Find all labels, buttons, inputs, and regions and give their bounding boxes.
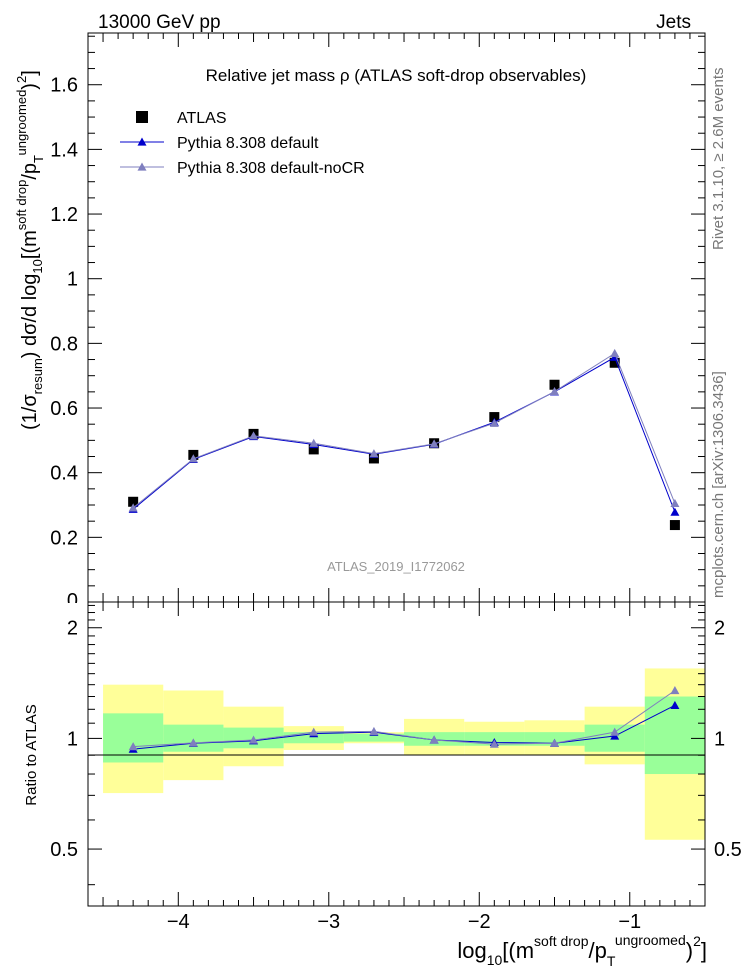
legend-label-0: ATLAS: [177, 110, 227, 127]
ratio-line-1: [133, 690, 676, 748]
main-ytick-label: 0.2: [50, 527, 78, 549]
ratio-ytick-label-right: 1: [714, 728, 725, 750]
ratio-point-1: [429, 735, 439, 744]
main-title: Relative jet mass ρ (ATLAS soft-drop obs…: [206, 66, 587, 85]
side-label-bottom: mcplots.cern.ch [arXiv:1306.3436]: [710, 371, 727, 598]
main-ylabel: (1/σresum) dσ/d log10[(msoft drop/pTungr…: [14, 70, 46, 430]
data-point-pythia-2: [489, 418, 499, 427]
main-axis-ticks: 0.2 0.4 0.6 0.8 1 1.2 1.4 1.6 0: [50, 33, 706, 612]
ratio-ytick-label-left: 1: [67, 728, 78, 750]
main-ytick-label: 1: [67, 269, 78, 291]
main-ytick-label: 1.4: [50, 139, 78, 161]
ratio-ylabel: Ratio to ATLAS: [23, 704, 40, 805]
legend-marker-2: [137, 162, 147, 171]
header-left: 13000 GeV pp: [98, 12, 221, 33]
ratio-ytick-label-left: 2: [67, 618, 78, 640]
ratio-band-inner: [644, 696, 705, 775]
x-tick-label: −3: [317, 911, 340, 933]
data-point-pythia-2: [429, 439, 439, 448]
ratio-point-0: [670, 700, 680, 709]
data-point-atlas: [308, 444, 319, 455]
ratio-ytick-label-right: 0.5: [714, 839, 742, 861]
ratio-series-group: [128, 685, 680, 753]
ratio-band-inner: [163, 724, 224, 752]
main-ytick-label-zero: 0: [67, 590, 78, 612]
main-ytick-label: 0.6: [50, 398, 78, 420]
side-label-top: Rivet 3.1.10, ≥ 2.6M events: [710, 68, 727, 251]
data-point-atlas: [489, 412, 500, 423]
analysis-watermark: ATLAS_2019_I1772062: [327, 559, 465, 574]
main-series-group: [128, 348, 680, 531]
header-right: Jets: [656, 12, 691, 33]
ratio-point-1: [489, 739, 499, 748]
x-axis-label: log10[(msoft drop/pTungroomed)2]: [457, 932, 707, 969]
x-tick-label: −4: [167, 911, 190, 933]
data-point-pythia-2: [670, 498, 680, 507]
data-point-pythia-2: [188, 454, 198, 463]
data-point-pythia-2: [249, 431, 259, 440]
data-point-pythia-2: [610, 348, 620, 357]
ratio-point-1: [249, 735, 259, 744]
data-point-atlas: [609, 357, 620, 368]
series-line-1: [132, 356, 676, 513]
ratio-point-1: [188, 738, 198, 747]
legend: ATLAS Pythia 8.308 default Pythia 8.308 de…: [120, 110, 365, 177]
data-point-pythia-2: [550, 387, 560, 396]
ratio-point-1: [550, 738, 560, 747]
ratio-band-inner: [283, 732, 344, 744]
ratio-panel: 0.5 0.5 1 1 2 2: [50, 601, 742, 907]
ratio-band-inner: [103, 713, 164, 763]
legend-marker-atlas: [136, 111, 148, 123]
data-point-pythia-2: [309, 438, 319, 447]
ratio-ytick-label-right: 2: [714, 618, 725, 640]
legend-label-1: Pythia 8.308 default: [177, 135, 319, 152]
ratio-axis-ticks: 0.5 0.5 1 1 2 2: [50, 602, 742, 906]
data-point-pythia-1: [670, 507, 680, 516]
main-ytick-label: 1.2: [50, 204, 78, 226]
ratio-point-1: [369, 726, 379, 735]
series-line-2: [132, 352, 676, 509]
ratio-ytick-label-left: 0.5: [50, 839, 78, 861]
data-point-pythia-2: [128, 503, 138, 512]
ratio-frame: [87, 601, 706, 907]
x-tick-labels: −4 −3 −2 −1: [167, 911, 641, 933]
main-ytick-label: 0.4: [50, 463, 78, 485]
ratio-point-1: [128, 742, 138, 751]
legend-label-2: Pythia 8.308 default-noCR: [177, 160, 365, 177]
data-point-pythia-2: [369, 449, 379, 458]
main-ytick-label: 0.8: [50, 333, 78, 355]
x-tick-label: −2: [468, 911, 491, 933]
ratio-bands: [103, 668, 705, 840]
data-point-atlas: [128, 496, 139, 507]
ratio-point-1: [309, 727, 319, 736]
data-point-atlas: [549, 379, 560, 390]
ratio-band-inner: [343, 733, 405, 742]
ratio-point-1: [670, 685, 680, 695]
x-tick-label: −1: [618, 911, 641, 933]
data-point-atlas: [669, 520, 680, 531]
main-ytick-label: 1.6: [50, 75, 78, 97]
data-point-atlas: [368, 453, 379, 464]
main-panel: 0.2 0.4 0.6 0.8 1 1.2 1.4 1.6 0 Relative jet mas…: [50, 32, 706, 612]
legend-marker-1: [137, 137, 147, 146]
ratio-point-1: [610, 727, 620, 736]
